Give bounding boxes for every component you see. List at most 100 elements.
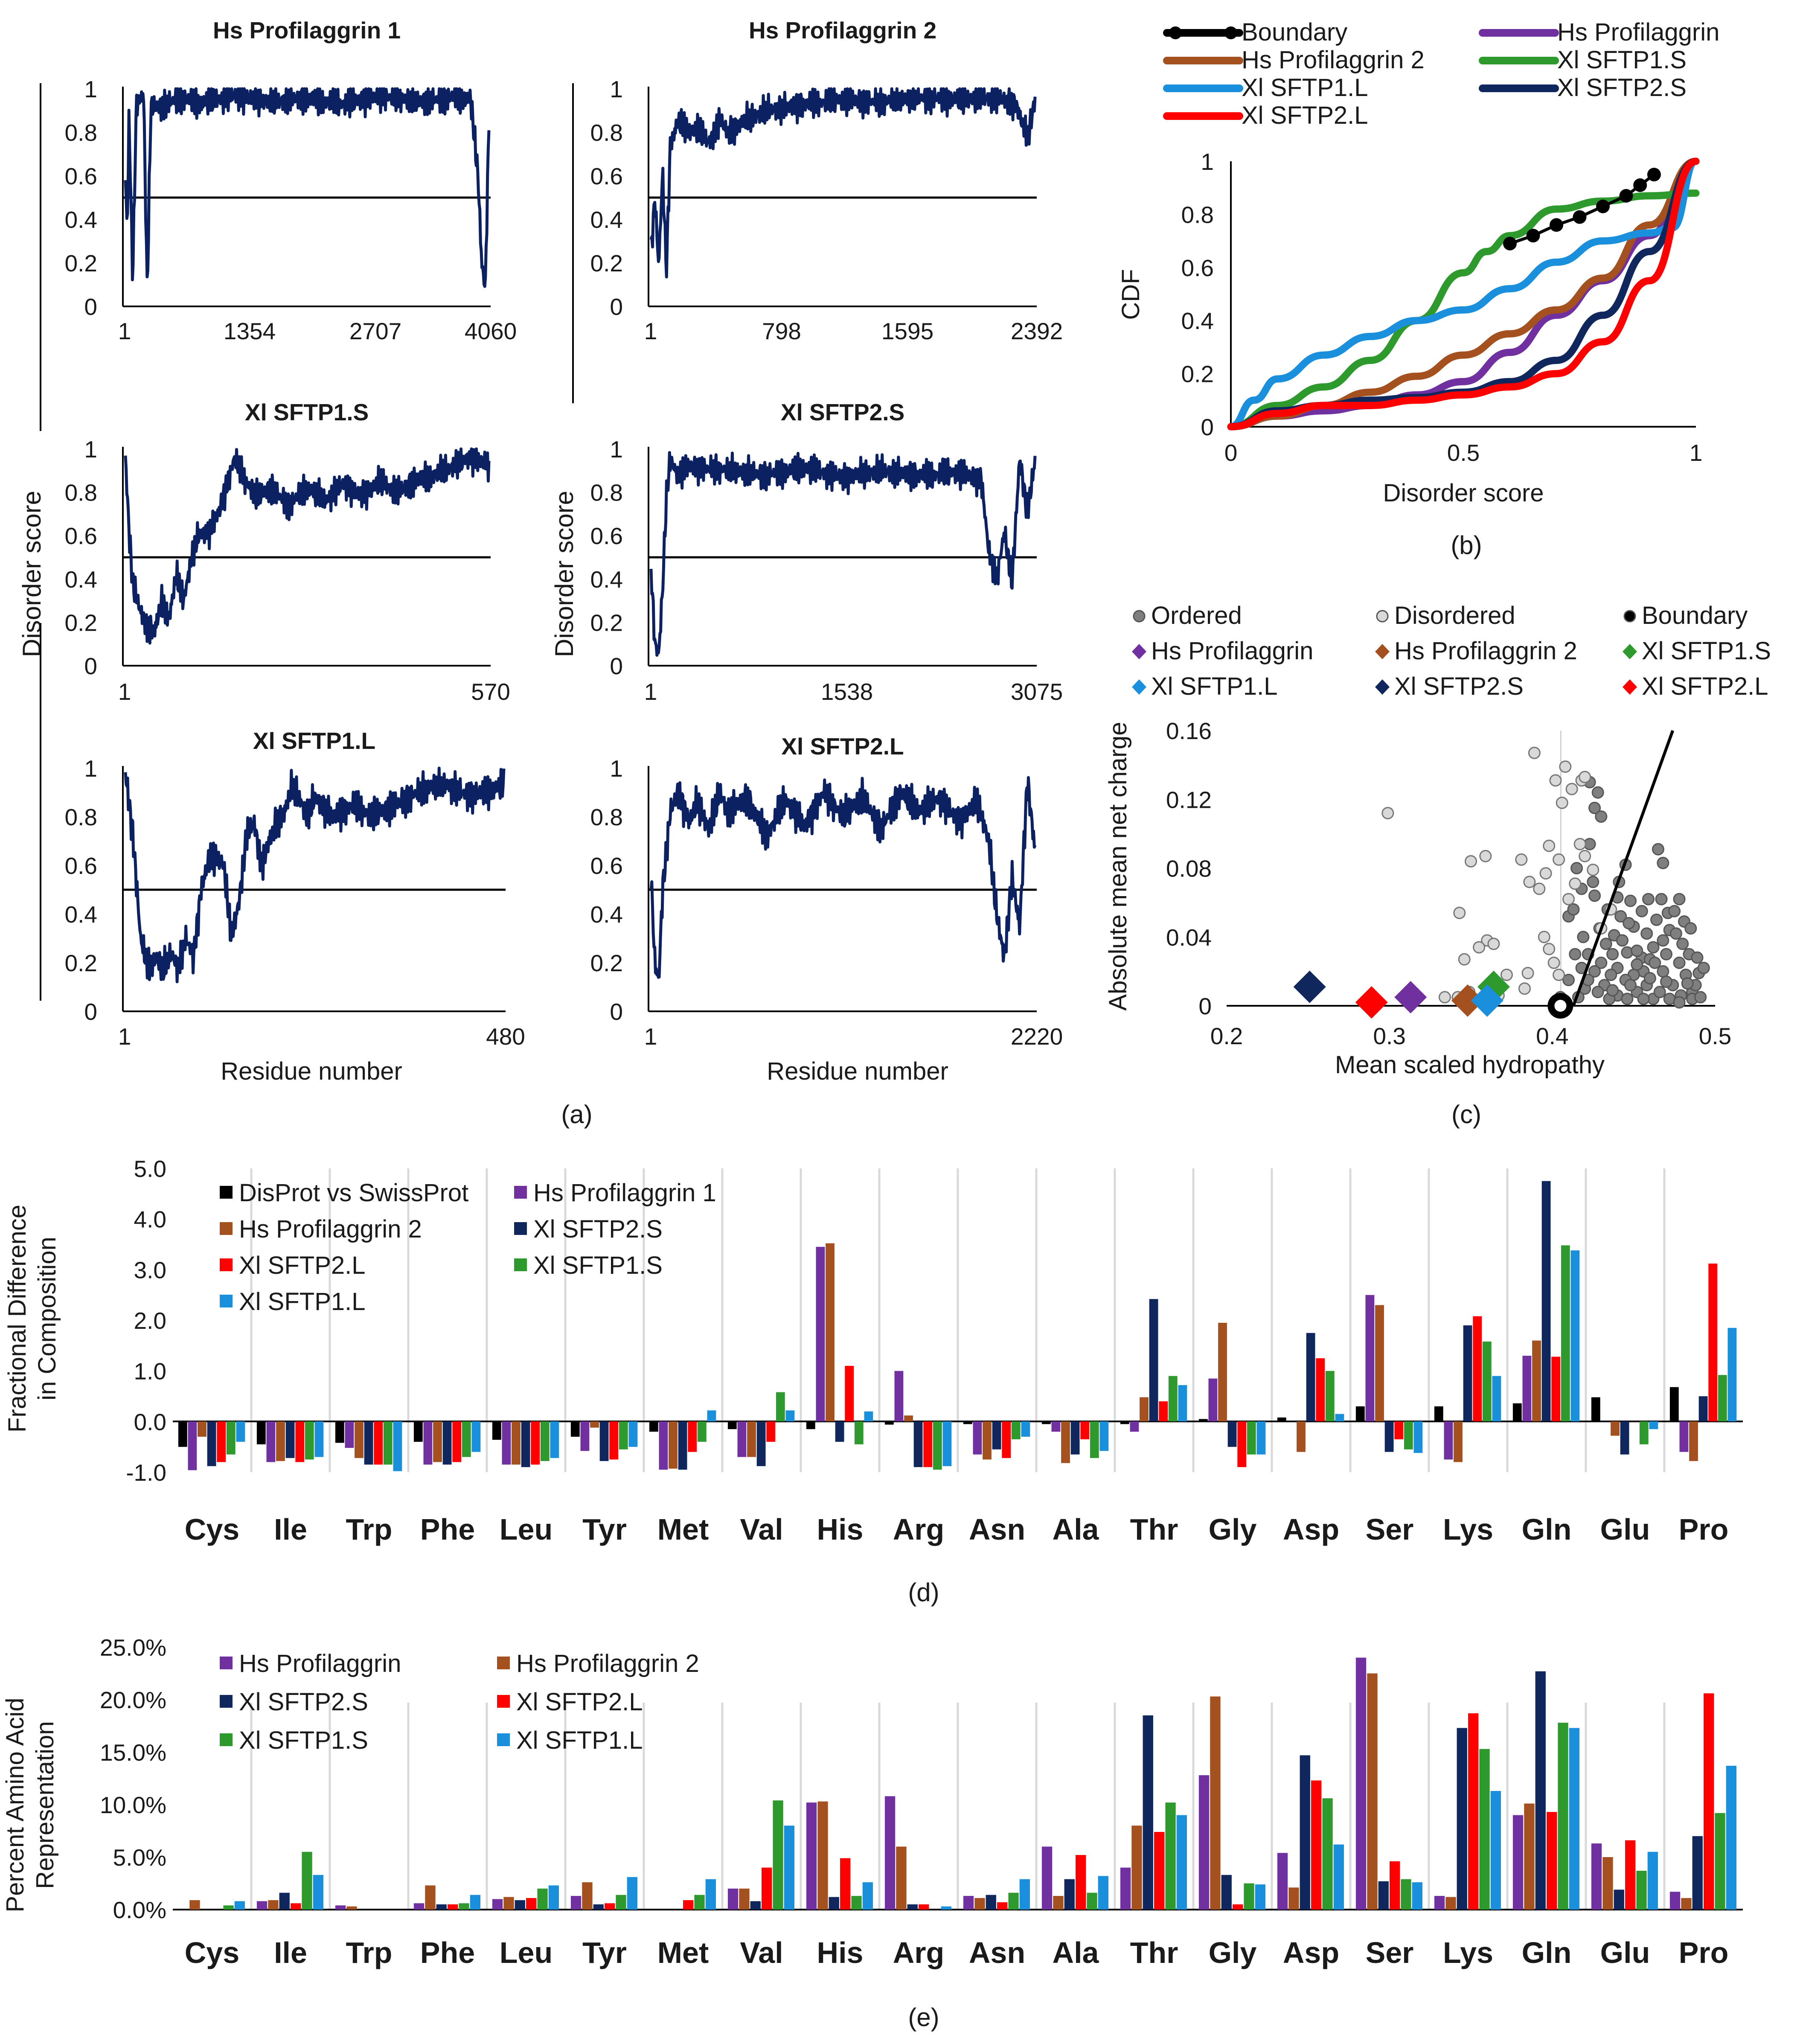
legend-label: Xl SFTP2.L: [516, 1688, 643, 1716]
bar-hs-profilaggrin-1-val: [737, 1421, 747, 1457]
boundary-marker: [1633, 178, 1647, 192]
bar-xl-sftp2-s-ser: [1384, 1421, 1394, 1452]
ordered-point: [1588, 801, 1601, 814]
ordered-point: [1652, 843, 1664, 856]
category-label: Leu: [500, 1936, 553, 1969]
category-label: Lys: [1443, 1513, 1493, 1546]
y-tick-label: 5.0%: [113, 1844, 166, 1871]
disordered-point: [1438, 991, 1451, 1004]
ordered-point: [1588, 965, 1601, 978]
ylabel-left: Disorder score: [17, 491, 46, 657]
legend-swatch: [497, 1695, 510, 1708]
panel-label-c: (c): [1451, 1100, 1481, 1129]
y-tick-label: 0.4: [1181, 308, 1214, 334]
bar-hs-profilaggrin-ala: [1041, 1846, 1053, 1910]
bar-hs-profilaggrin-1-trp: [345, 1421, 354, 1448]
ordered-point: [1660, 948, 1672, 961]
bar-xl-sftp1-l-cys: [236, 1421, 245, 1442]
bar-hs-profilaggrin-2-his: [826, 1243, 835, 1421]
x-tick-label: 0.3: [1373, 1023, 1405, 1049]
bar-xl-sftp1-l-ala: [1098, 1876, 1108, 1910]
legend-label: Xl SFTP1.L: [1242, 74, 1368, 102]
category-label: Thr: [1130, 1513, 1178, 1546]
legend-label: Hs Profilaggrin: [1151, 637, 1313, 665]
bar-hs-profilaggrin-2-asn: [983, 1421, 992, 1460]
legend-swatch: [220, 1258, 233, 1271]
bar-xl-sftp2-s-met: [678, 1421, 687, 1470]
disordered-point: [1543, 943, 1556, 955]
legend-swatch: [220, 1295, 233, 1307]
x-tick-label: 1: [1690, 440, 1703, 466]
legend-item-xl-sftp2-s: Xl SFTP2.S: [220, 1688, 368, 1716]
bar-xl-sftp1-l-asp: [1335, 1414, 1344, 1421]
bar-series-xl-sftp1-s: [226, 1245, 1727, 1470]
x-tick-label: 1: [118, 1023, 131, 1050]
bar-xl-sftp1-s-arg: [933, 1421, 942, 1470]
bar-xl-sftp1-s-trp: [383, 1421, 393, 1465]
y-tick-label: 0.6: [65, 163, 97, 189]
bar-xl-sftp1-l-val: [785, 1410, 795, 1421]
bar-hs-profilaggrin-2-arg: [896, 1846, 907, 1910]
bar-hs-profilaggrin-2-cys: [198, 1421, 206, 1437]
y-tick-label: 1: [84, 436, 97, 463]
subplot-title: Xl SFTP1.L: [253, 728, 375, 754]
x-tick-label: 0.2: [1210, 1023, 1243, 1049]
boundary-marker: [1596, 199, 1610, 213]
bar-hs-profilaggrin-1-thr: [1130, 1421, 1139, 1432]
bar-xl-sftp1-s-phe: [462, 1421, 471, 1457]
bar-disprot-vs-swissprot-asn: [963, 1421, 972, 1424]
bar-disprot-vs-swissprot-gln: [1512, 1403, 1522, 1421]
bar-xl-sftp1-s-gln: [1558, 1723, 1568, 1910]
bar-xl-sftp2-s-his: [829, 1897, 839, 1910]
bar-series-xl-sftp2-s: [207, 1181, 1708, 1470]
bar-hs-profilaggrin-1-asn: [973, 1421, 982, 1455]
bar-xl-sftp1-s-gly: [1244, 1883, 1254, 1910]
bar-xl-sftp2-s-ile: [285, 1421, 295, 1458]
bar-series-hs-profilaggrin: [256, 1657, 1681, 1910]
disorder-trace: [649, 776, 1037, 979]
legend-label: Disordered: [1394, 602, 1515, 629]
bar-hs-profilaggrin-2-glu: [1611, 1421, 1620, 1436]
y-tick-label: 0.16: [1166, 718, 1212, 744]
bar-hs-profilaggrin-2-leu: [503, 1897, 514, 1910]
y-axis-title-line: Percent Amino Acid: [1, 1698, 29, 1913]
bar-hs-profilaggrin-2-gly: [1210, 1696, 1221, 1910]
panel-label-d: (d): [908, 1578, 939, 1607]
legend-item-xl-sftp2-l: Xl SFTP2.L: [220, 1252, 366, 1279]
bar-hs-profilaggrin-2-asp: [1297, 1421, 1306, 1452]
protein-marker-hs-profilaggrin: [1394, 981, 1427, 1013]
y-tick-label: 0.6: [590, 853, 623, 879]
disordered-point: [1533, 882, 1546, 895]
bar-xl-sftp1-l-cys: [234, 1901, 245, 1910]
bar-hs-profilaggrin-1-tyr: [580, 1421, 590, 1451]
legend-label: Xl SFTP1.L: [1151, 673, 1278, 700]
bar-xl-sftp2-l-leu: [526, 1898, 537, 1910]
bar-hs-profilaggrin-2-cys: [189, 1900, 200, 1910]
legend-marker: [1375, 644, 1390, 659]
bar-xl-sftp2-l-gly: [1233, 1904, 1243, 1910]
y-tick-label: -1.0: [126, 1459, 166, 1486]
bar-hs-profilaggrin-2-thr: [1140, 1397, 1149, 1421]
bar-xl-sftp2-s-ala: [1070, 1421, 1080, 1455]
legend-item-xl-sftp2-l: Xl SFTP2.L: [497, 1688, 643, 1716]
bar-xl-sftp1-l-trp: [393, 1421, 402, 1471]
bar-xl-sftp2-l-met: [688, 1421, 697, 1452]
x-tick-label: 1354: [224, 318, 276, 344]
category-label: Trp: [346, 1936, 393, 1969]
boundary-marker: [1647, 168, 1661, 182]
bar-disprot-vs-swissprot-ile: [256, 1421, 266, 1444]
bar-xl-sftp1-s-pro: [1715, 1813, 1725, 1910]
category-label: Asp: [1283, 1936, 1339, 1969]
disordered-point: [1543, 839, 1556, 852]
legend-marker: [1623, 610, 1636, 623]
y-tick-label: 1: [84, 76, 97, 102]
bar-xl-sftp1-s-glu: [1636, 1871, 1647, 1910]
category-label: Ser: [1366, 1513, 1414, 1546]
legend-label: Xl SFTP1.S: [533, 1252, 663, 1279]
bar-disprot-vs-swissprot-gly: [1198, 1419, 1208, 1421]
y-tick-label: 0: [1201, 414, 1214, 440]
bar-xl-sftp2-s-asp: [1306, 1333, 1315, 1421]
y-tick-label: 0.4: [65, 566, 97, 593]
category-label: Gln: [1522, 1936, 1572, 1969]
legend-marker: [1133, 610, 1146, 623]
